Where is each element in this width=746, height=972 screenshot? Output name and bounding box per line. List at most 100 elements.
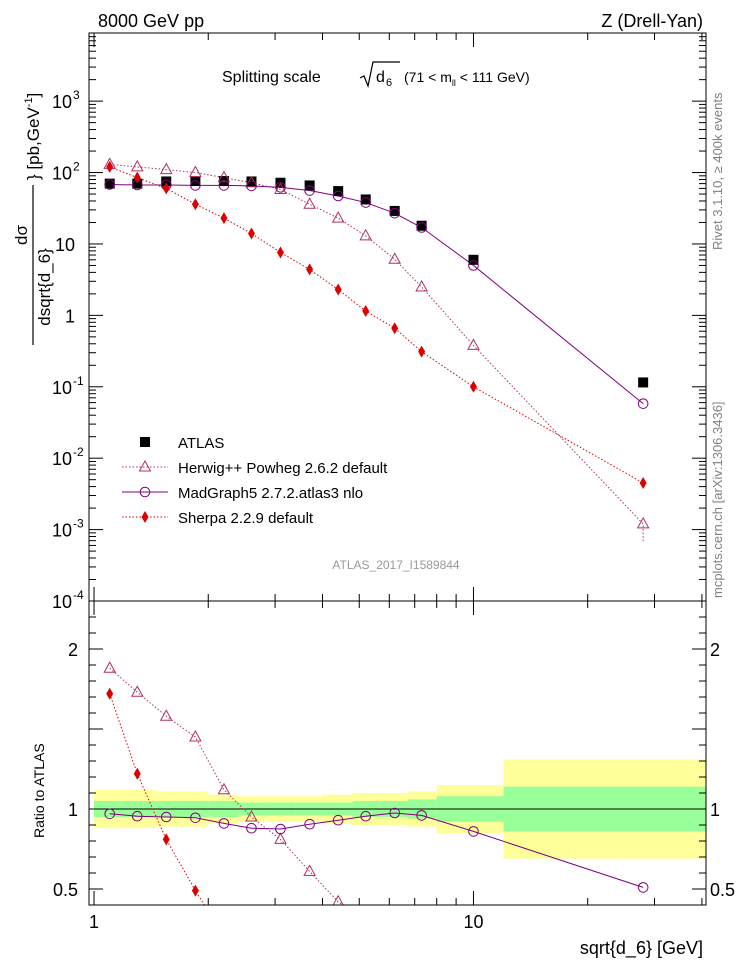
- point-sherpa: [220, 212, 228, 225]
- point-herwig: [388, 252, 402, 264]
- ratio-tick-label-left: 2: [68, 640, 78, 660]
- y-tick-label: 10: [52, 521, 72, 541]
- point-sherpa: [639, 476, 647, 489]
- ratio-point-madgraph: [131, 810, 143, 822]
- point-herwig: [359, 228, 373, 241]
- ratio-point-sherpa: [191, 884, 199, 897]
- title-range: (71 < mll < 111 GeV): [404, 69, 530, 88]
- ratio-tick-label-left: 0.5: [53, 880, 78, 900]
- point-herwig: [217, 170, 231, 183]
- point-herwig: [159, 162, 173, 175]
- point-data: [389, 205, 400, 216]
- x-axis-label: sqrt{d_6} [GeV]: [580, 938, 703, 959]
- point-data: [416, 220, 427, 231]
- point-madgraph: [275, 182, 286, 193]
- y-tick-label: 1: [65, 306, 75, 326]
- ratio-point-sherpa: [133, 767, 141, 780]
- ratio-point-herwig: [245, 809, 258, 822]
- legend: ATLAS Herwig++ Powheg 2.6.2 default MadGra…: [122, 435, 388, 527]
- point-madgraph: [304, 185, 315, 196]
- point-madgraph: [468, 260, 479, 271]
- point-herwig: [636, 516, 650, 529]
- ratio-point-madgraph: [104, 808, 116, 820]
- point-madgraph: [246, 180, 257, 192]
- y-tick-exponent: 2: [73, 160, 80, 174]
- y-tick-label: 10: [55, 235, 75, 255]
- point-sherpa: [133, 171, 141, 184]
- main-panel: [103, 157, 650, 543]
- ratio-series: [89, 661, 706, 905]
- point-herwig: [274, 182, 287, 194]
- legend-label: Sherpa 2.2.9 default: [178, 510, 314, 527]
- ratio-point-sherpa: [106, 687, 114, 700]
- ratio-point-madgraph: [468, 826, 479, 837]
- x-tick-label: 1: [89, 912, 99, 932]
- point-herwig: [331, 211, 345, 223]
- ratio-point-sherpa: [162, 833, 170, 846]
- point-madgraph: [218, 180, 230, 191]
- chart-title-text: Splitting scale: [222, 69, 321, 86]
- legend-marker-data: [140, 437, 150, 447]
- point-data: [468, 254, 479, 265]
- point-madgraph: [389, 207, 400, 219]
- point-madgraph: [190, 180, 201, 191]
- y-tick-exponent: -3: [73, 517, 84, 531]
- y-tick-label: 10: [52, 449, 72, 469]
- ratio-point-madgraph: [160, 811, 172, 823]
- header-right: Z (Drell-Yan): [601, 11, 703, 31]
- point-herwig: [303, 197, 316, 209]
- ratio-frame: [88, 600, 707, 906]
- series-line-herwig: [109, 163, 644, 543]
- main-series: [103, 157, 650, 543]
- y-tick-exponent: -2: [73, 445, 84, 459]
- point-madgraph: [104, 179, 116, 190]
- y-tick-label: 10: [52, 92, 72, 112]
- ratio-tick-label-right: 0.5: [710, 880, 735, 900]
- point-data: [161, 176, 172, 187]
- point-sherpa: [247, 227, 255, 240]
- ratio-point-herwig: [130, 685, 144, 697]
- point-herwig: [130, 159, 144, 172]
- ratio-point-madgraph: [246, 822, 257, 834]
- svg-text:dsqrt{d_6}: dsqrt{d_6}: [35, 248, 54, 326]
- series-line-madgraph: [109, 184, 644, 405]
- y-axis-unit: } [pb,GeV-1]: [23, 93, 43, 180]
- legend-marker-madgraph: [139, 486, 151, 498]
- legend-marker-sherpa: [141, 511, 149, 523]
- ratio-tick-label-right: 1: [710, 800, 720, 820]
- legend-label: Herwig++ Powheg 2.6.2 default: [178, 460, 388, 477]
- mcplots-label: mcplots.cern.ch [arXiv:1306.3436]: [710, 401, 725, 598]
- ratio-point-madgraph: [332, 814, 344, 826]
- point-data: [104, 178, 115, 189]
- point-madgraph: [332, 190, 344, 202]
- legend-label: MadGraph5 2.7.2.atlas3 nlo: [178, 485, 363, 502]
- point-sherpa: [469, 380, 477, 393]
- point-herwig: [415, 279, 428, 292]
- point-herwig: [467, 338, 480, 350]
- ratio-point-herwig: [274, 832, 287, 844]
- point-sherpa: [106, 160, 114, 173]
- ratio-point-madgraph: [190, 812, 201, 824]
- ratio-point-madgraph: [360, 810, 372, 822]
- point-sherpa: [162, 182, 170, 195]
- ratio-point-herwig: [332, 894, 344, 905]
- point-sherpa: [306, 263, 314, 276]
- title-d: d: [376, 69, 385, 86]
- title-d-subscript: 6: [386, 77, 392, 89]
- ratio-point-madgraph: [637, 882, 649, 893]
- point-herwig: [189, 165, 202, 178]
- ratio-tick-label-left: 1: [68, 800, 78, 820]
- ratio-point-herwig: [303, 864, 316, 876]
- ratio-point-herwig: [159, 709, 173, 721]
- ratio-line-sherpa: [109, 693, 205, 905]
- point-sherpa: [334, 283, 342, 296]
- y-tick-label: 10: [52, 378, 72, 398]
- svg-text:dσ: dσ: [12, 225, 31, 245]
- ratio-line-herwig: [109, 667, 345, 905]
- ratio-point-herwig: [189, 729, 202, 742]
- point-madgraph: [416, 222, 427, 233]
- chart-title: Splitting scale: [222, 69, 321, 86]
- point-sherpa: [418, 345, 426, 358]
- ratio-point-madgraph: [275, 823, 286, 835]
- ratio-tick-label-right: 2: [710, 640, 720, 660]
